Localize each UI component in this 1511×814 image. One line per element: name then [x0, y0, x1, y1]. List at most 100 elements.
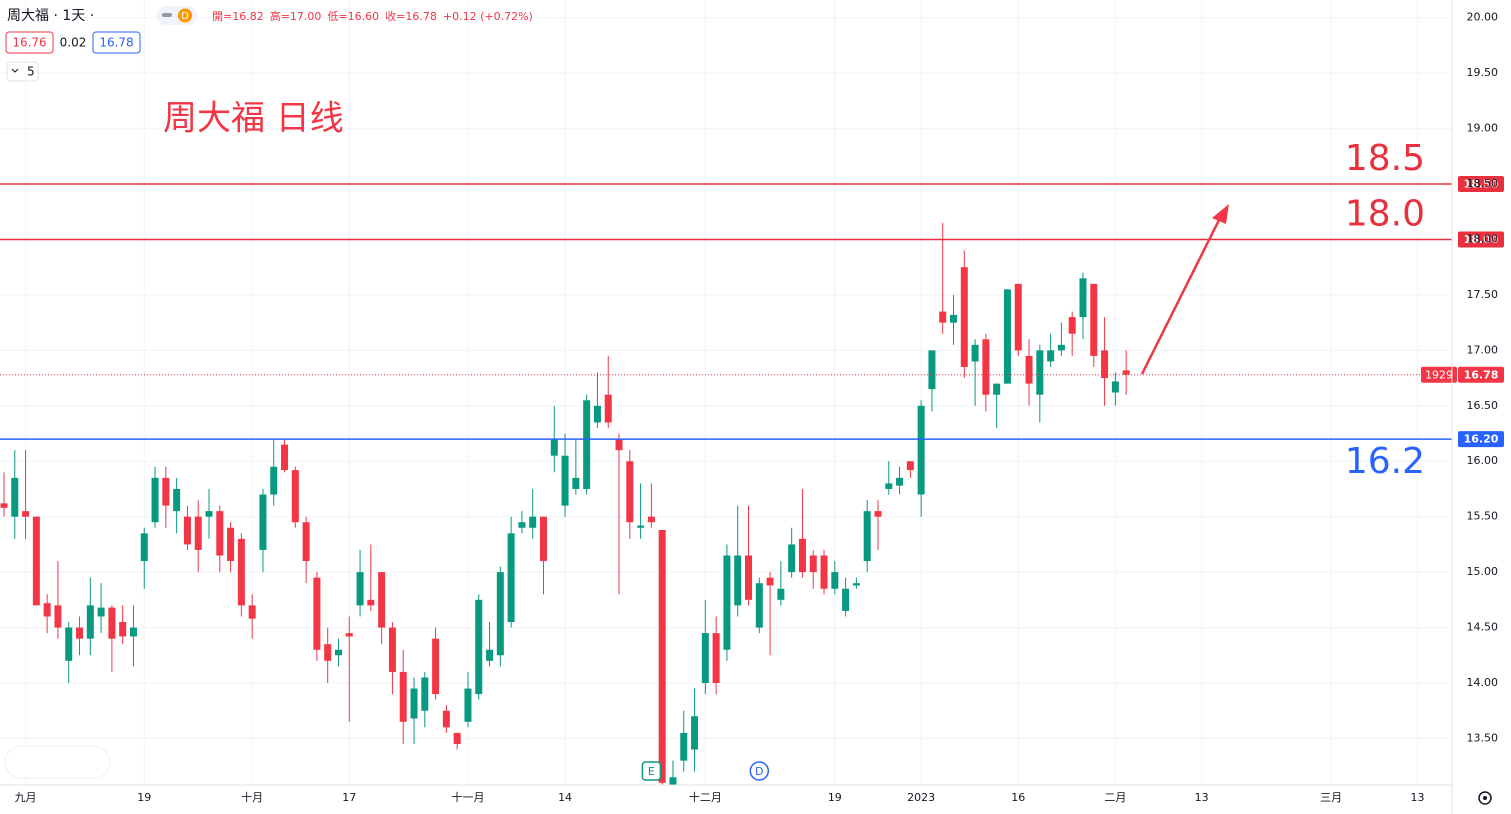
y-tick-label: 19.00 [1467, 122, 1499, 135]
symbol: 周大福 · 1天 · [7, 8, 94, 24]
candle-body [345, 633, 353, 637]
candle-body [410, 688, 418, 719]
candle-body [1111, 381, 1119, 393]
candle-body [917, 405, 925, 495]
candle-body [798, 538, 806, 573]
candle-body [658, 529, 666, 783]
candle-body [43, 603, 51, 617]
badge-text: D [181, 11, 189, 22]
level-label: 18.0 [1345, 193, 1425, 234]
x-tick-label: 13 [1195, 791, 1209, 804]
candle-body [744, 555, 752, 600]
candle-body [896, 477, 904, 486]
candle-body [593, 405, 601, 423]
candle-body [647, 516, 655, 523]
level-label: 16.2 [1345, 441, 1425, 482]
countdown-tag [1421, 366, 1457, 383]
candle-body [237, 538, 245, 606]
candle-body [248, 605, 256, 619]
candle-body [399, 671, 407, 722]
event-marker [749, 761, 770, 781]
candle-body [820, 555, 828, 589]
x-tick-label: 13 [1410, 791, 1424, 804]
ohlc-value: 開=16.82 [212, 10, 264, 23]
candle-body [65, 627, 73, 661]
candle-body [583, 400, 591, 489]
level-label: 18.5 [1345, 138, 1425, 179]
candle-body [356, 572, 364, 606]
level-tag-label: 18.50 [1464, 178, 1499, 191]
candle-body [496, 572, 504, 656]
candle-body [691, 716, 699, 750]
candle-body [486, 649, 494, 661]
y-tick-label: 17.00 [1467, 343, 1499, 356]
candle-body [140, 533, 148, 562]
candle-body [367, 599, 375, 606]
y-tick-label: 15.00 [1467, 565, 1499, 578]
ohlc-value: 高=17.00 [270, 9, 322, 23]
level-tag [1458, 176, 1504, 193]
candle-body [615, 439, 623, 451]
arrow [1140, 204, 1229, 375]
candle-body [378, 572, 386, 628]
ohlc-value: +0.12 (+0.72%) [443, 10, 533, 23]
candle-body [852, 583, 860, 586]
candle-body [874, 511, 882, 517]
candle-body [173, 488, 181, 512]
candle-body [982, 339, 990, 395]
candle-body [432, 638, 440, 695]
candle-body [960, 267, 968, 367]
candle-body [1047, 350, 1055, 362]
y-tick-label: 16.50 [1467, 399, 1499, 412]
candle-body [971, 344, 979, 362]
candle-body [572, 477, 580, 489]
candle-body [270, 466, 278, 495]
indicator-toggle[interactable] [6, 61, 39, 82]
x-tick-label: 17 [342, 791, 356, 804]
candle-body [993, 383, 1001, 395]
candle-body [0, 503, 8, 508]
ohlc-value: 收=16.78 [385, 9, 437, 23]
candle-body [906, 461, 914, 471]
candle-body [831, 572, 839, 589]
candle-body [777, 588, 785, 600]
bid-box[interactable] [5, 31, 54, 54]
candle-body [259, 494, 267, 550]
candle-body [324, 644, 332, 661]
level-tag [1458, 231, 1504, 248]
candle-body [637, 525, 645, 528]
chart-title: 周大福 日线 [163, 99, 344, 139]
x-tick-label: 三月 [1320, 791, 1342, 804]
event-label: E [648, 765, 655, 778]
candle-body [809, 555, 817, 573]
settings[interactable] [1478, 791, 1492, 805]
ask-box[interactable] [92, 31, 141, 54]
candle-body [32, 516, 40, 606]
candle-body [97, 607, 105, 617]
empty-widget[interactable] [4, 745, 111, 779]
candle-body [205, 511, 213, 517]
candle-body [464, 688, 472, 722]
candle-body [604, 394, 612, 423]
candle-body [928, 350, 936, 390]
y-tick-label: 15.50 [1467, 510, 1499, 523]
candle-body [22, 511, 30, 517]
candle-body [162, 477, 170, 506]
level-tag [1458, 431, 1504, 448]
x-tick-label: 二月 [1104, 791, 1126, 804]
y-tick-label: 20.00 [1467, 11, 1499, 24]
candle-body [1090, 283, 1098, 356]
y-tick-label: 18.00 [1467, 232, 1499, 245]
candle-body [1014, 283, 1022, 351]
ask: 16.78 [99, 36, 133, 50]
level-tag-label: 18.00 [1464, 233, 1499, 246]
x-tick-label: 九月 [15, 791, 37, 804]
candle-body [1003, 289, 1011, 384]
candle-body [539, 516, 547, 562]
candle-body [507, 533, 515, 623]
candle-body [561, 455, 569, 506]
candle-body [1068, 317, 1076, 334]
status-icon [162, 13, 172, 17]
candle-body [1101, 350, 1109, 379]
